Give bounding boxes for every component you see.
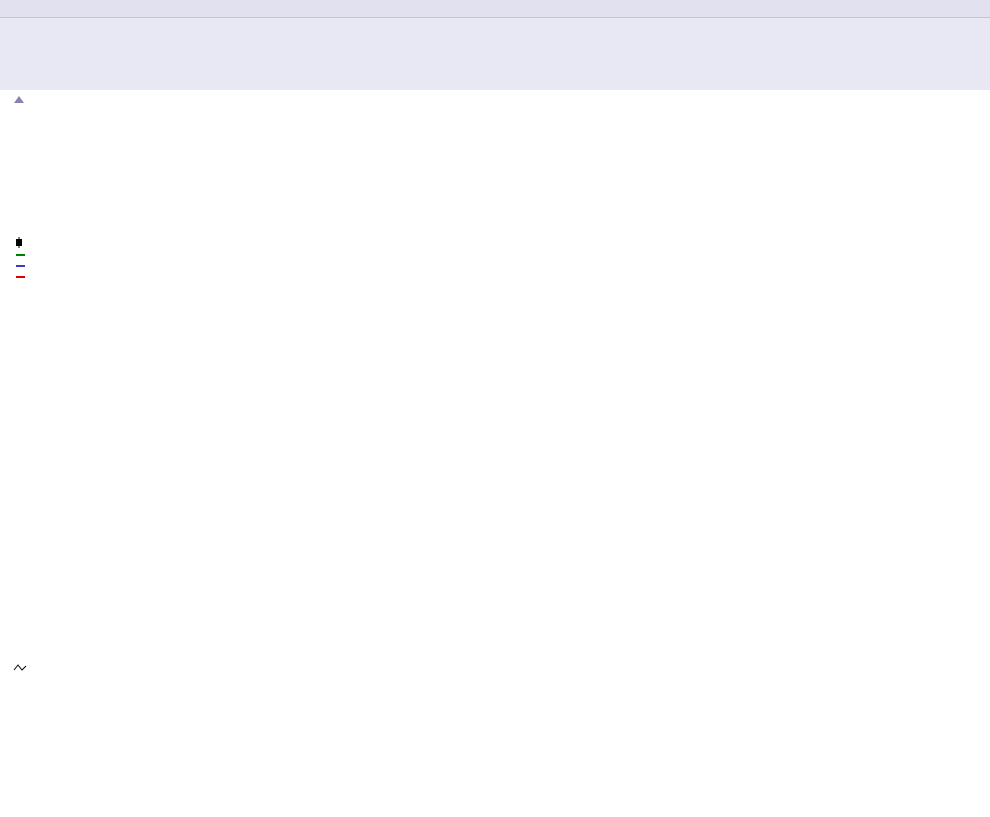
macd-panel-header: [13, 664, 27, 671]
macd-indicator-icon: [13, 664, 27, 671]
fwd-dividend-label: [283, 46, 359, 60]
fwd-yield-label: [283, 60, 359, 74]
price-panel-header: [16, 237, 25, 278]
title-bar: [0, 0, 990, 18]
last-field-label: [175, 60, 237, 74]
macd-panel[interactable]: [0, 658, 990, 817]
rsi-panel[interactable]: [0, 90, 990, 232]
mktcap-label: [283, 32, 359, 46]
quote-column-bidask: [175, 32, 273, 88]
optionable-label: [175, 74, 237, 88]
quote-column-ohlc: [18, 32, 122, 88]
quote-column-fundamentals: [283, 32, 399, 88]
rsi-indicator-icon: [14, 96, 24, 103]
quote-column-earnings: [403, 32, 533, 88]
candlestick-icon: [16, 237, 22, 248]
bid-label: [175, 46, 237, 60]
sctr-label: [283, 74, 359, 88]
ask-label: [175, 32, 237, 46]
price-panel[interactable]: [0, 232, 990, 658]
quote-header: [0, 0, 990, 90]
quote-summary: [802, 32, 940, 88]
rsi-panel-header: [14, 96, 24, 103]
